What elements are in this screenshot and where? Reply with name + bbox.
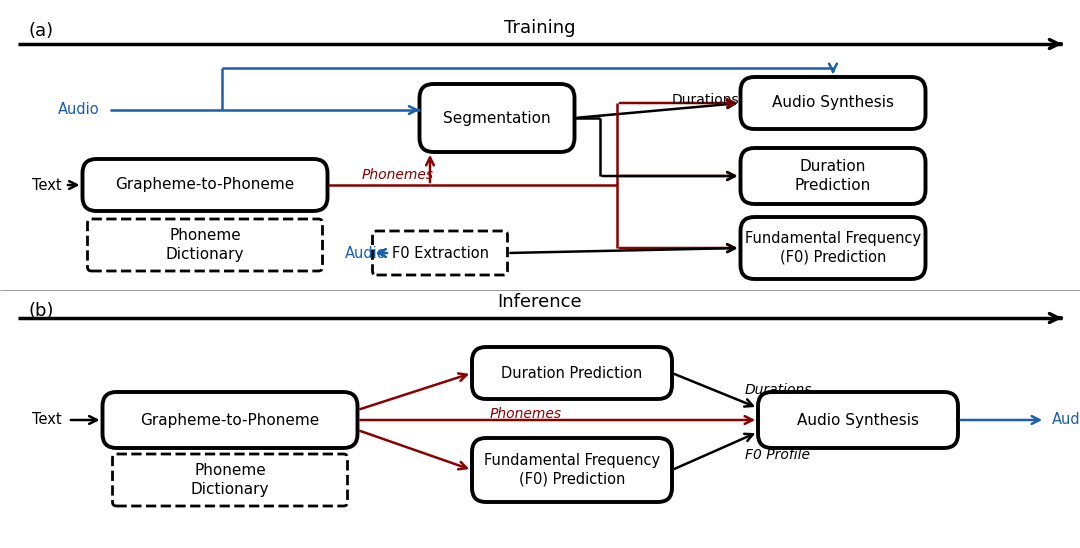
FancyBboxPatch shape: [741, 217, 926, 279]
Text: (a): (a): [28, 22, 53, 40]
Text: Fundamental Frequency
(F0) Prediction: Fundamental Frequency (F0) Prediction: [745, 231, 921, 265]
FancyBboxPatch shape: [758, 392, 958, 448]
Text: Duration
Prediction: Duration Prediction: [795, 159, 872, 193]
FancyBboxPatch shape: [419, 84, 575, 152]
FancyBboxPatch shape: [112, 454, 348, 506]
Text: Audio: Audio: [345, 246, 387, 260]
Text: Audio Synthesis: Audio Synthesis: [797, 413, 919, 427]
FancyBboxPatch shape: [741, 148, 926, 204]
FancyBboxPatch shape: [472, 438, 672, 502]
Text: Audio: Audio: [1052, 413, 1080, 427]
Text: Grapheme-to-Phoneme: Grapheme-to-Phoneme: [116, 178, 295, 192]
FancyBboxPatch shape: [472, 347, 672, 399]
Text: Fundamental Frequency
(F0) Prediction: Fundamental Frequency (F0) Prediction: [484, 453, 660, 487]
Text: Segmentation: Segmentation: [443, 111, 551, 125]
FancyBboxPatch shape: [103, 392, 357, 448]
Text: Audio Synthesis: Audio Synthesis: [772, 95, 894, 111]
Text: (b): (b): [28, 302, 54, 320]
Text: Grapheme-to-Phoneme: Grapheme-to-Phoneme: [140, 413, 320, 427]
Text: Durations: Durations: [745, 383, 812, 397]
FancyBboxPatch shape: [373, 231, 508, 275]
Text: Training: Training: [504, 19, 576, 37]
Text: Durations: Durations: [672, 93, 740, 107]
Text: Text: Text: [32, 413, 62, 427]
Text: Text: Text: [32, 178, 62, 192]
Text: Duration Prediction: Duration Prediction: [501, 366, 643, 380]
Text: Phoneme
Dictionary: Phoneme Dictionary: [165, 228, 244, 262]
Text: Phonemes: Phonemes: [490, 407, 562, 421]
Text: Phoneme
Dictionary: Phoneme Dictionary: [191, 463, 269, 497]
FancyBboxPatch shape: [82, 159, 327, 211]
Text: Phonemes: Phonemes: [362, 168, 434, 182]
FancyBboxPatch shape: [741, 77, 926, 129]
FancyBboxPatch shape: [87, 219, 323, 271]
Text: Audio: Audio: [58, 102, 99, 117]
Text: F0 Extraction: F0 Extraction: [391, 246, 488, 260]
Text: F0 Profile: F0 Profile: [745, 448, 810, 462]
Text: Inference: Inference: [498, 293, 582, 311]
